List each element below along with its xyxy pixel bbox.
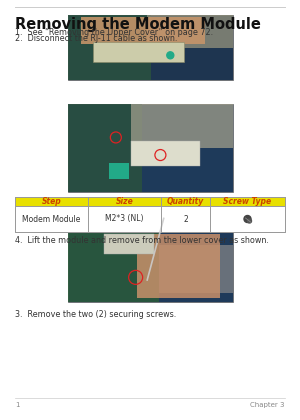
FancyBboxPatch shape (137, 234, 220, 298)
FancyBboxPatch shape (109, 163, 129, 179)
FancyBboxPatch shape (68, 15, 233, 80)
FancyBboxPatch shape (68, 214, 159, 302)
Circle shape (244, 215, 251, 223)
FancyBboxPatch shape (159, 245, 233, 293)
Text: Step: Step (42, 197, 62, 206)
Circle shape (167, 52, 174, 59)
Text: Quantity: Quantity (167, 197, 204, 206)
Text: Chapter 3: Chapter 3 (250, 402, 285, 408)
Text: 3.  Remove the two (2) securing screws.: 3. Remove the two (2) securing screws. (15, 310, 176, 319)
Text: 1.  See “Removing the Upper Cover” on page 72.: 1. See “Removing the Upper Cover” on pag… (15, 28, 213, 37)
Text: 1: 1 (15, 402, 20, 408)
Text: 2.  Disconnect the RJ-11 cable as shown.: 2. Disconnect the RJ-11 cable as shown. (15, 34, 177, 43)
Text: Removing the Modem Module: Removing the Modem Module (15, 17, 261, 32)
FancyBboxPatch shape (15, 197, 285, 206)
FancyBboxPatch shape (81, 17, 205, 44)
FancyBboxPatch shape (15, 206, 285, 232)
Text: Modem Module: Modem Module (22, 215, 81, 223)
Text: M2*3 (NL): M2*3 (NL) (105, 215, 144, 223)
FancyBboxPatch shape (68, 15, 151, 80)
Circle shape (248, 219, 251, 223)
FancyBboxPatch shape (131, 104, 233, 148)
FancyBboxPatch shape (131, 141, 200, 165)
FancyBboxPatch shape (68, 104, 233, 192)
FancyBboxPatch shape (93, 42, 184, 62)
Text: 4.  Lift the module and remove from the lower cover as shown.: 4. Lift the module and remove from the l… (15, 236, 269, 245)
FancyBboxPatch shape (104, 234, 154, 254)
Text: Screw Type: Screw Type (224, 197, 272, 206)
FancyBboxPatch shape (147, 15, 233, 47)
Text: 2: 2 (183, 215, 188, 223)
Text: Size: Size (116, 197, 134, 206)
FancyBboxPatch shape (68, 104, 142, 192)
FancyBboxPatch shape (68, 214, 233, 302)
